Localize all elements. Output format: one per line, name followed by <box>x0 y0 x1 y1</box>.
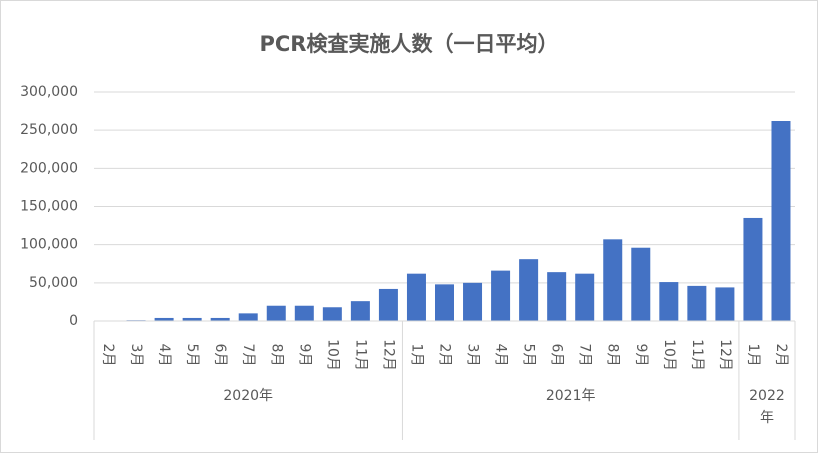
bar <box>379 289 398 321</box>
bar <box>603 239 622 321</box>
bar <box>435 284 454 321</box>
group-label: 2022年 <box>747 385 787 429</box>
x-tick-label: 11月 <box>689 339 705 371</box>
bar <box>407 274 426 321</box>
group-label-box: 2021年 <box>410 385 730 439</box>
bar <box>631 248 650 321</box>
bar <box>771 121 790 321</box>
y-tick-label: 250,000 <box>20 122 78 138</box>
x-tick-label: 3月 <box>465 344 481 367</box>
x-tick-label: 10月 <box>324 339 340 371</box>
bar <box>743 218 762 321</box>
x-tick-label: 1月 <box>408 344 424 367</box>
x-tick-label: 5月 <box>521 344 537 367</box>
x-tick-label: 10月 <box>661 339 677 371</box>
y-tick-label: 0 <box>69 313 78 329</box>
x-tick-label: 3月 <box>128 344 144 367</box>
x-tick-label: 6月 <box>212 344 228 367</box>
x-tick-label: 4月 <box>493 344 509 367</box>
x-tick-label: 2月 <box>773 344 789 367</box>
bar <box>239 313 258 321</box>
bar <box>575 274 594 321</box>
x-tick-label: 12月 <box>717 339 733 371</box>
group-label: 2020年 <box>102 385 394 407</box>
group-label-box: 2020年 <box>102 385 394 439</box>
x-tick-label: 9月 <box>633 344 649 367</box>
x-tick-label: 7月 <box>577 344 593 367</box>
x-tick-label: 7月 <box>240 344 256 367</box>
bar <box>323 307 342 321</box>
bar <box>351 301 370 321</box>
group-label-box: 2022年 <box>747 385 787 439</box>
x-tick-label: 6月 <box>549 344 565 367</box>
x-tick-label: 2月 <box>100 344 116 367</box>
bar <box>267 306 286 321</box>
bar <box>687 286 706 321</box>
bar <box>659 282 678 321</box>
y-tick-label: 300,000 <box>20 84 78 100</box>
x-tick-label: 1月 <box>745 344 761 367</box>
x-tick-label: 5月 <box>184 344 200 367</box>
bar <box>491 271 510 321</box>
x-tick-label: 8月 <box>605 344 621 367</box>
y-tick-label: 50,000 <box>29 275 78 291</box>
x-tick-label: 11月 <box>352 339 368 371</box>
chart-title: PCR検査実施人数（一日平均） <box>260 32 559 56</box>
y-tick-label: 150,000 <box>20 199 78 215</box>
bar <box>519 259 538 321</box>
group-label: 2021年 <box>410 385 730 407</box>
bar <box>715 287 734 321</box>
y-tick-label: 200,000 <box>20 160 78 176</box>
x-tick-label: 8月 <box>268 344 284 367</box>
x-tick-label: 2月 <box>437 344 453 367</box>
x-tick-label: 4月 <box>156 344 172 367</box>
x-tick-label: 12月 <box>380 339 396 371</box>
bar <box>463 283 482 321</box>
y-tick-label: 100,000 <box>20 237 78 253</box>
bar <box>295 306 314 321</box>
x-tick-label: 9月 <box>296 344 312 367</box>
bar <box>547 272 566 321</box>
